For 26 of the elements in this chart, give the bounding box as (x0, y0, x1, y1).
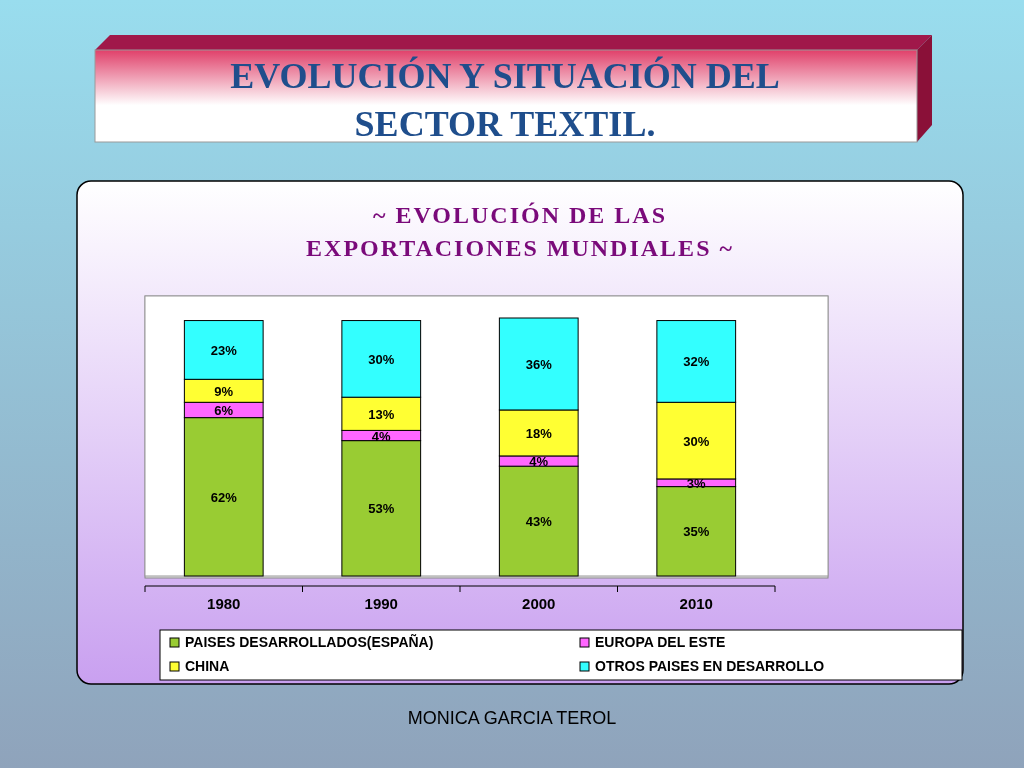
chart-subtitle: ~ EVOLUCIÓN DE LAS EXPORTACIONES MUNDIALES ~ (306, 202, 734, 261)
data-label: 30% (683, 433, 710, 449)
data-label: 36% (525, 356, 553, 372)
legend-label: EUROPA DEL ESTE (595, 634, 726, 650)
data-label: 35% (683, 524, 710, 540)
text: MONICA GARCIA TEROL (407, 708, 617, 728)
data-label: 6% (214, 402, 234, 418)
x-tick-label: 2000 (522, 595, 556, 612)
x-tick-label: 2010 (679, 595, 713, 612)
data-label: 62% (210, 489, 238, 505)
data-label: 23% (210, 342, 238, 358)
data-label: 43% (525, 514, 553, 530)
data-label: 13% (368, 406, 395, 422)
data-label: 4% (371, 428, 392, 444)
legend-label: PAISES DESARROLLADOS(ESPAÑA) (185, 633, 434, 650)
legend-label: CHINA (185, 658, 230, 674)
legend-label: OTROS PAISES EN DESARROLLO (595, 658, 825, 674)
data-label: 9% (214, 383, 234, 399)
x-tick-label: 1980 (207, 595, 241, 612)
data-label: 4% (529, 454, 549, 470)
chart-title: EVOLUCIÓN Y SITUACIÓN DEL SECTOR TEXTIL. (230, 56, 780, 144)
data-label: 18% (525, 425, 553, 441)
data-label: 53% (368, 501, 395, 517)
data-label: 30% (368, 351, 395, 367)
x-tick-label: 1990 (364, 595, 398, 612)
data-label: 32% (683, 354, 710, 370)
